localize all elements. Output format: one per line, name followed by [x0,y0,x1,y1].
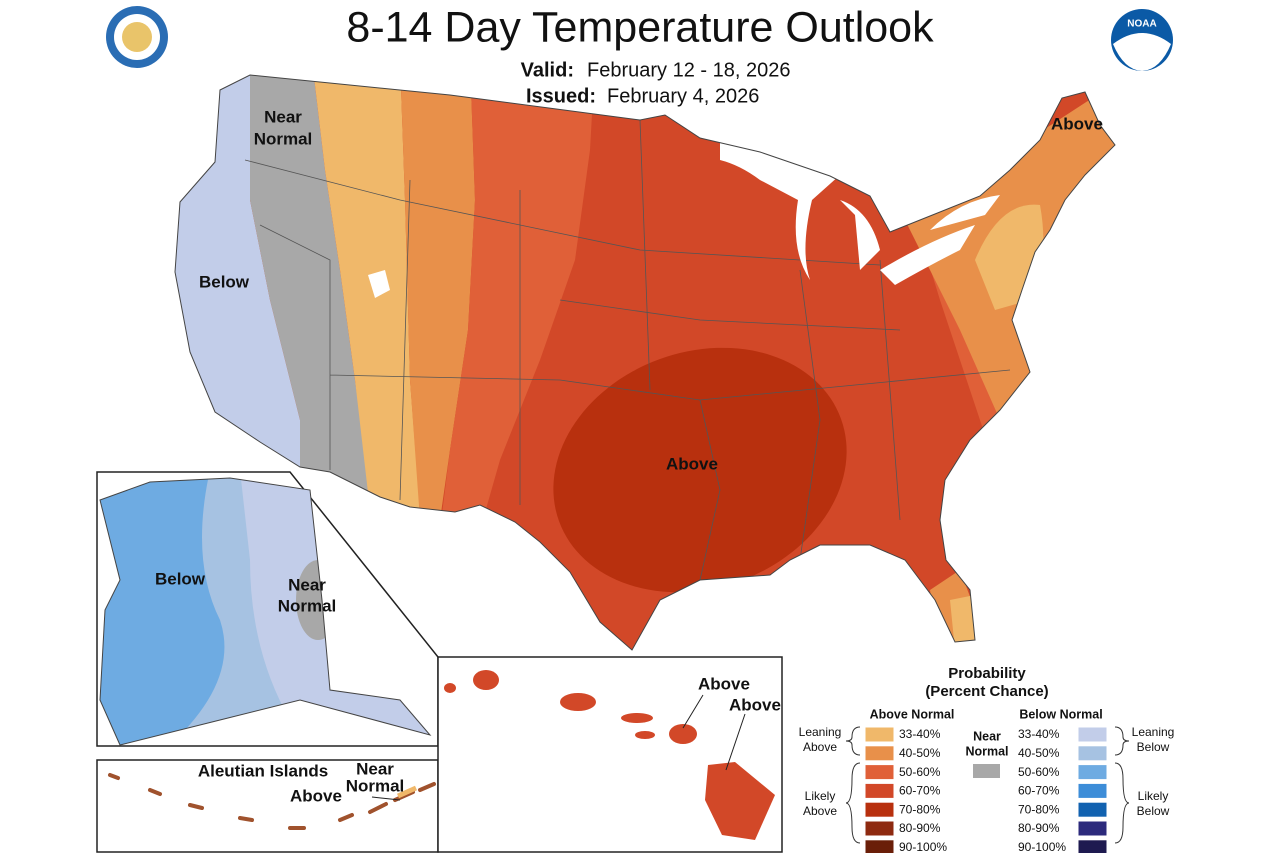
legend-braces [845,726,1130,844]
legend-bin: 80-90% [1018,821,1060,835]
valid-label: Valid: [521,59,574,81]
legend-bin: 90-100% [899,840,947,853]
legend-swatch [864,745,895,762]
islands [396,785,418,799]
legend-swatch [864,801,895,818]
map-label: Above [729,695,781,714]
hawaii-map [444,670,775,840]
title: 8-14 Day Temperature Outlook [346,3,934,51]
legend-group: Below [1137,804,1170,818]
legend-bin: 50-60% [899,765,941,779]
alaska-outline [99,477,432,746]
legend-group: Likely [805,789,836,803]
legend-swatch [1077,745,1108,762]
map-label: Normal [278,596,337,615]
legend-title: (Percent Chance) [925,683,1048,700]
issued-label: Issued: [526,85,596,107]
map-label: Above [1051,114,1103,133]
legend-bin: 40-50% [899,746,941,760]
legend-bin: 70-80% [899,802,941,816]
legend-group: Below [1137,740,1170,754]
island [705,762,775,840]
legend-bin: 60-70% [899,784,941,798]
commerce-seal [106,6,168,68]
island [669,724,697,744]
valid-dates: February 12 - 18, 2026 [587,59,790,81]
legend-swatch [864,782,895,799]
island [444,683,456,693]
map-label: Above [698,674,750,693]
island [635,731,655,739]
legend-swatch [1077,839,1108,856]
legend-near: Near [973,729,1001,743]
issued-date: February 4, 2026 [607,85,759,107]
map-label: Normal [346,776,405,795]
legend-swatch [864,726,895,743]
legend-group: Likely [1138,789,1169,803]
island [621,713,653,723]
legend-swatch [973,764,1000,778]
legend-bin: 60-70% [1018,784,1060,798]
legend-bin: 80-90% [899,821,941,835]
legend-group: Leaning [1132,725,1175,739]
leader [371,796,401,801]
region [100,478,225,745]
legend-bin: 90-100% [1018,840,1066,853]
legend-swatch [1077,801,1108,818]
map-label: Normal [254,129,313,148]
map-label: Near [264,107,302,126]
legend-group: Leaning [799,725,842,739]
region [440,75,595,530]
region [400,75,475,520]
map-label: Above [666,454,718,473]
map-label: Near [356,759,394,778]
map-label: Above [290,786,342,805]
legend-swatch [864,764,895,781]
legend-swatch [1077,820,1108,837]
legend-near: Normal [965,744,1008,758]
logo-text: NOAA [1127,19,1156,30]
region [250,75,370,490]
map-label: Below [155,569,206,588]
legend-bin: 40-50% [1018,746,1060,760]
legend-title: Probability [948,665,1026,682]
island [560,693,596,711]
island [473,670,499,690]
map-label: Aleutian Islands [198,761,328,780]
noaa-logo: NOAA [1111,9,1173,71]
legend-group: Above [803,740,837,754]
legend-swatch [864,820,895,837]
legend-bin: 33-40% [1018,727,1060,741]
legend-swatch [864,839,895,856]
legend-bin: 70-80% [1018,802,1060,816]
legend-swatch [1077,726,1108,743]
legend-bin: 50-60% [1018,765,1060,779]
legend-heading: Below Normal [1019,707,1102,721]
map-label: Below [199,272,250,291]
legend-swatch [1077,764,1108,781]
region [312,75,420,510]
legend-group: Above [803,804,837,818]
conus-outline [174,74,1116,651]
legend-swatch [1077,782,1108,799]
legend-heading: Above Normal [870,707,955,721]
region [553,347,847,593]
map-label: Near [288,575,326,594]
legend-bin: 33-40% [899,727,941,741]
